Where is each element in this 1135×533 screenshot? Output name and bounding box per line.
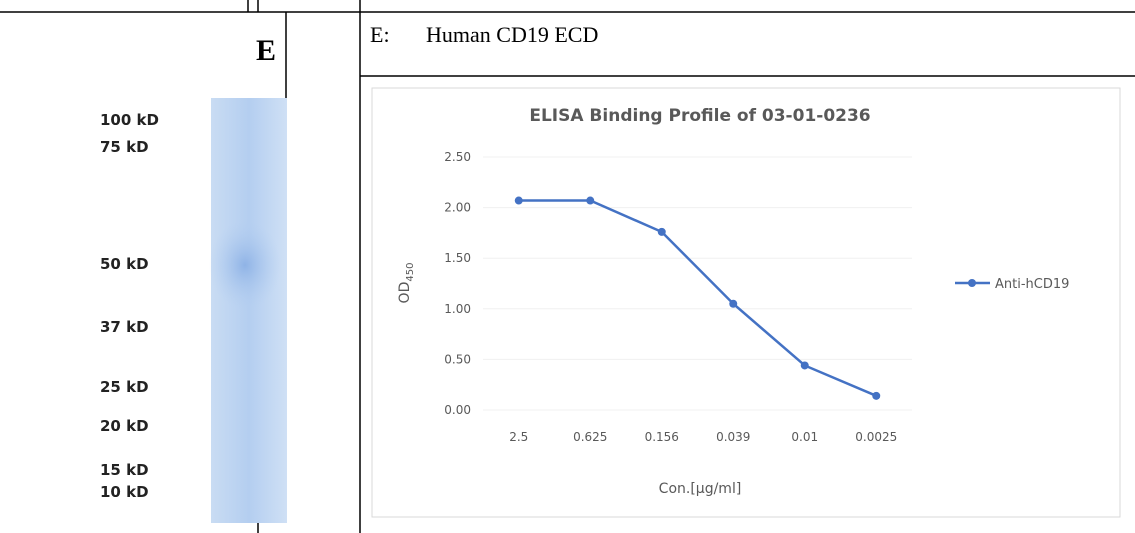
heading: Human CD19 ECD bbox=[426, 22, 598, 47]
marker-label: 20 kD bbox=[100, 417, 149, 435]
y-axis-label-main: OD bbox=[397, 282, 413, 304]
data-point bbox=[872, 392, 880, 400]
heading-letter: E: bbox=[370, 22, 390, 47]
x-tick-label: 0.156 bbox=[645, 430, 679, 444]
x-tick-label: 0.01 bbox=[791, 430, 818, 444]
chart-frame bbox=[372, 88, 1120, 517]
marker-label: 50 kD bbox=[100, 255, 149, 273]
y-axis-label-subscript: 450 bbox=[405, 263, 416, 282]
page: {"left": {"lane_label": "E", "markers": … bbox=[0, 0, 1135, 533]
y-tick-label: 2.50 bbox=[444, 150, 471, 164]
x-tick-label: 2.5 bbox=[509, 430, 528, 444]
data-point bbox=[658, 228, 666, 236]
marker-label: 100 kD bbox=[100, 111, 159, 129]
marker-label: 75 kD bbox=[100, 138, 149, 156]
marker-label: 25 kD bbox=[100, 378, 149, 396]
document: E: Human CD19 ECD E ELISA Binding Profil… bbox=[0, 0, 1135, 533]
x-tick-label: 0.0025 bbox=[855, 430, 897, 444]
gel-image bbox=[211, 98, 287, 523]
lane-label: E bbox=[256, 34, 276, 67]
y-tick-label: 0.50 bbox=[444, 352, 471, 366]
x-axis-label: Con.[µg/ml] bbox=[659, 481, 742, 497]
y-tick-label: 0.00 bbox=[444, 403, 471, 417]
y-tick-label: 2.00 bbox=[444, 201, 471, 215]
legend-marker bbox=[968, 279, 976, 287]
data-point bbox=[515, 197, 523, 205]
data-point bbox=[586, 197, 594, 205]
marker-label: 15 kD bbox=[100, 461, 149, 479]
data-point bbox=[729, 300, 737, 308]
y-tick-label: 1.00 bbox=[444, 302, 471, 316]
x-tick-label: 0.039 bbox=[716, 430, 750, 444]
y-tick-label: 1.50 bbox=[444, 251, 471, 265]
chart-title: ELISA Binding Profile of 03-01-0236 bbox=[529, 106, 870, 126]
legend-label: Anti-hCD19 bbox=[995, 277, 1069, 292]
marker-label: 37 kD bbox=[100, 318, 149, 336]
x-tick-label: 0.625 bbox=[573, 430, 607, 444]
data-point bbox=[801, 361, 809, 369]
marker-label: 10 kD bbox=[100, 483, 149, 501]
gel-band bbox=[209, 220, 281, 310]
